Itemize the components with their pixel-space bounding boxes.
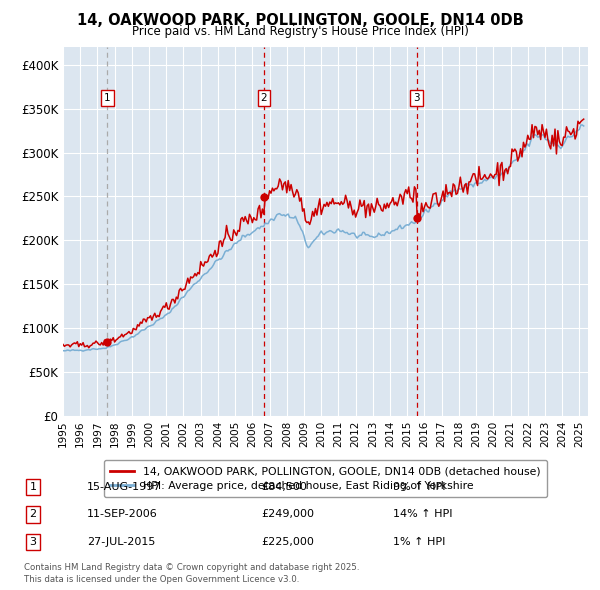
Text: Price paid vs. HM Land Registry's House Price Index (HPI): Price paid vs. HM Land Registry's House … [131, 25, 469, 38]
Text: 15-AUG-1997: 15-AUG-1997 [87, 482, 161, 491]
Text: 1% ↑ HPI: 1% ↑ HPI [393, 537, 445, 547]
Text: 1: 1 [104, 93, 111, 103]
Text: 3: 3 [413, 93, 420, 103]
Text: 14, OAKWOOD PARK, POLLINGTON, GOOLE, DN14 0DB: 14, OAKWOOD PARK, POLLINGTON, GOOLE, DN1… [77, 13, 523, 28]
Text: 11-SEP-2006: 11-SEP-2006 [87, 510, 158, 519]
Text: 14% ↑ HPI: 14% ↑ HPI [393, 510, 452, 519]
Text: 2: 2 [260, 93, 267, 103]
Text: 3: 3 [29, 537, 37, 547]
Text: This data is licensed under the Open Government Licence v3.0.: This data is licensed under the Open Gov… [24, 575, 299, 584]
Legend: 14, OAKWOOD PARK, POLLINGTON, GOOLE, DN14 0DB (detached house), HPI: Average pri: 14, OAKWOOD PARK, POLLINGTON, GOOLE, DN1… [104, 460, 547, 497]
Text: Contains HM Land Registry data © Crown copyright and database right 2025.: Contains HM Land Registry data © Crown c… [24, 563, 359, 572]
Text: 9% ↑ HPI: 9% ↑ HPI [393, 482, 445, 491]
Text: £249,000: £249,000 [261, 510, 314, 519]
Text: £225,000: £225,000 [261, 537, 314, 547]
Text: £84,500: £84,500 [261, 482, 307, 491]
Text: 2: 2 [29, 510, 37, 519]
Text: 1: 1 [29, 482, 37, 491]
Text: 27-JUL-2015: 27-JUL-2015 [87, 537, 155, 547]
